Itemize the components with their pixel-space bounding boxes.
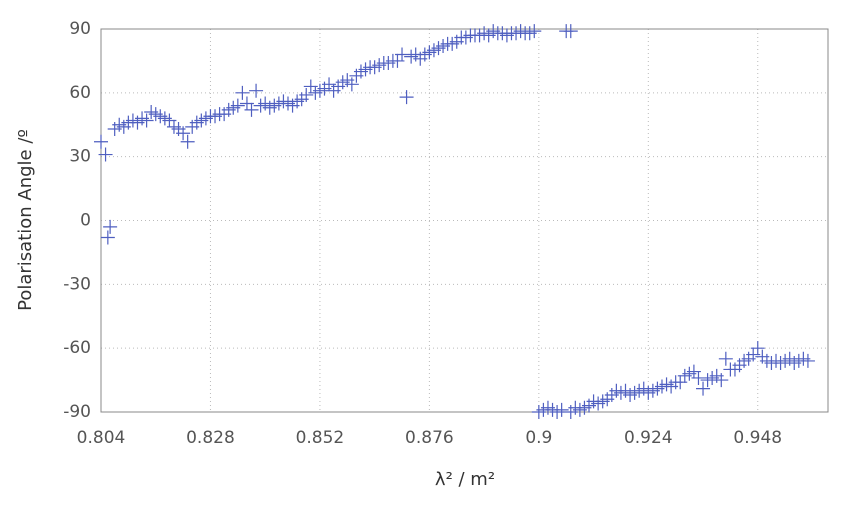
point: [230, 98, 245, 113]
y-tick-label: -90: [63, 402, 91, 422]
point: [563, 24, 578, 39]
point: [176, 126, 191, 141]
y-tick-label: 30: [69, 147, 91, 167]
x-tick-label: 0.828: [186, 428, 235, 448]
point: [344, 77, 359, 92]
point: [94, 134, 108, 149]
point: [103, 219, 118, 234]
point: [527, 24, 542, 39]
point: [299, 87, 314, 102]
x-tick-label: 0.924: [624, 428, 673, 448]
point: [139, 113, 154, 128]
point: [399, 90, 414, 105]
point: [696, 381, 711, 396]
point: [235, 85, 250, 100]
x-tick-label: 0.852: [296, 428, 345, 448]
x-axis-label: λ² / m²: [435, 469, 495, 490]
plot-frame: [100, 28, 829, 413]
point: [100, 230, 115, 245]
y-tick-label: 0: [80, 211, 91, 231]
y-axis-label: Polarisation Angle /º: [15, 129, 36, 311]
y-tick-label: -60: [63, 338, 91, 358]
point: [800, 353, 815, 368]
point: [180, 134, 195, 149]
point: [750, 341, 765, 356]
point: [718, 351, 733, 366]
point: [98, 147, 113, 162]
y-tick-label: 60: [69, 83, 91, 103]
point: [714, 373, 729, 388]
x-tick-label: 0.948: [733, 428, 782, 448]
point: [249, 83, 264, 98]
point: [691, 370, 706, 385]
point: [244, 102, 259, 117]
point: [395, 47, 410, 62]
point: [554, 402, 569, 417]
x-tick-label: 0.804: [77, 428, 126, 448]
x-tick-label: 0.9: [525, 428, 552, 448]
x-tick-label: 0.876: [405, 428, 454, 448]
y-tick-label: 90: [69, 19, 91, 39]
y-tick-label: -30: [63, 274, 91, 294]
